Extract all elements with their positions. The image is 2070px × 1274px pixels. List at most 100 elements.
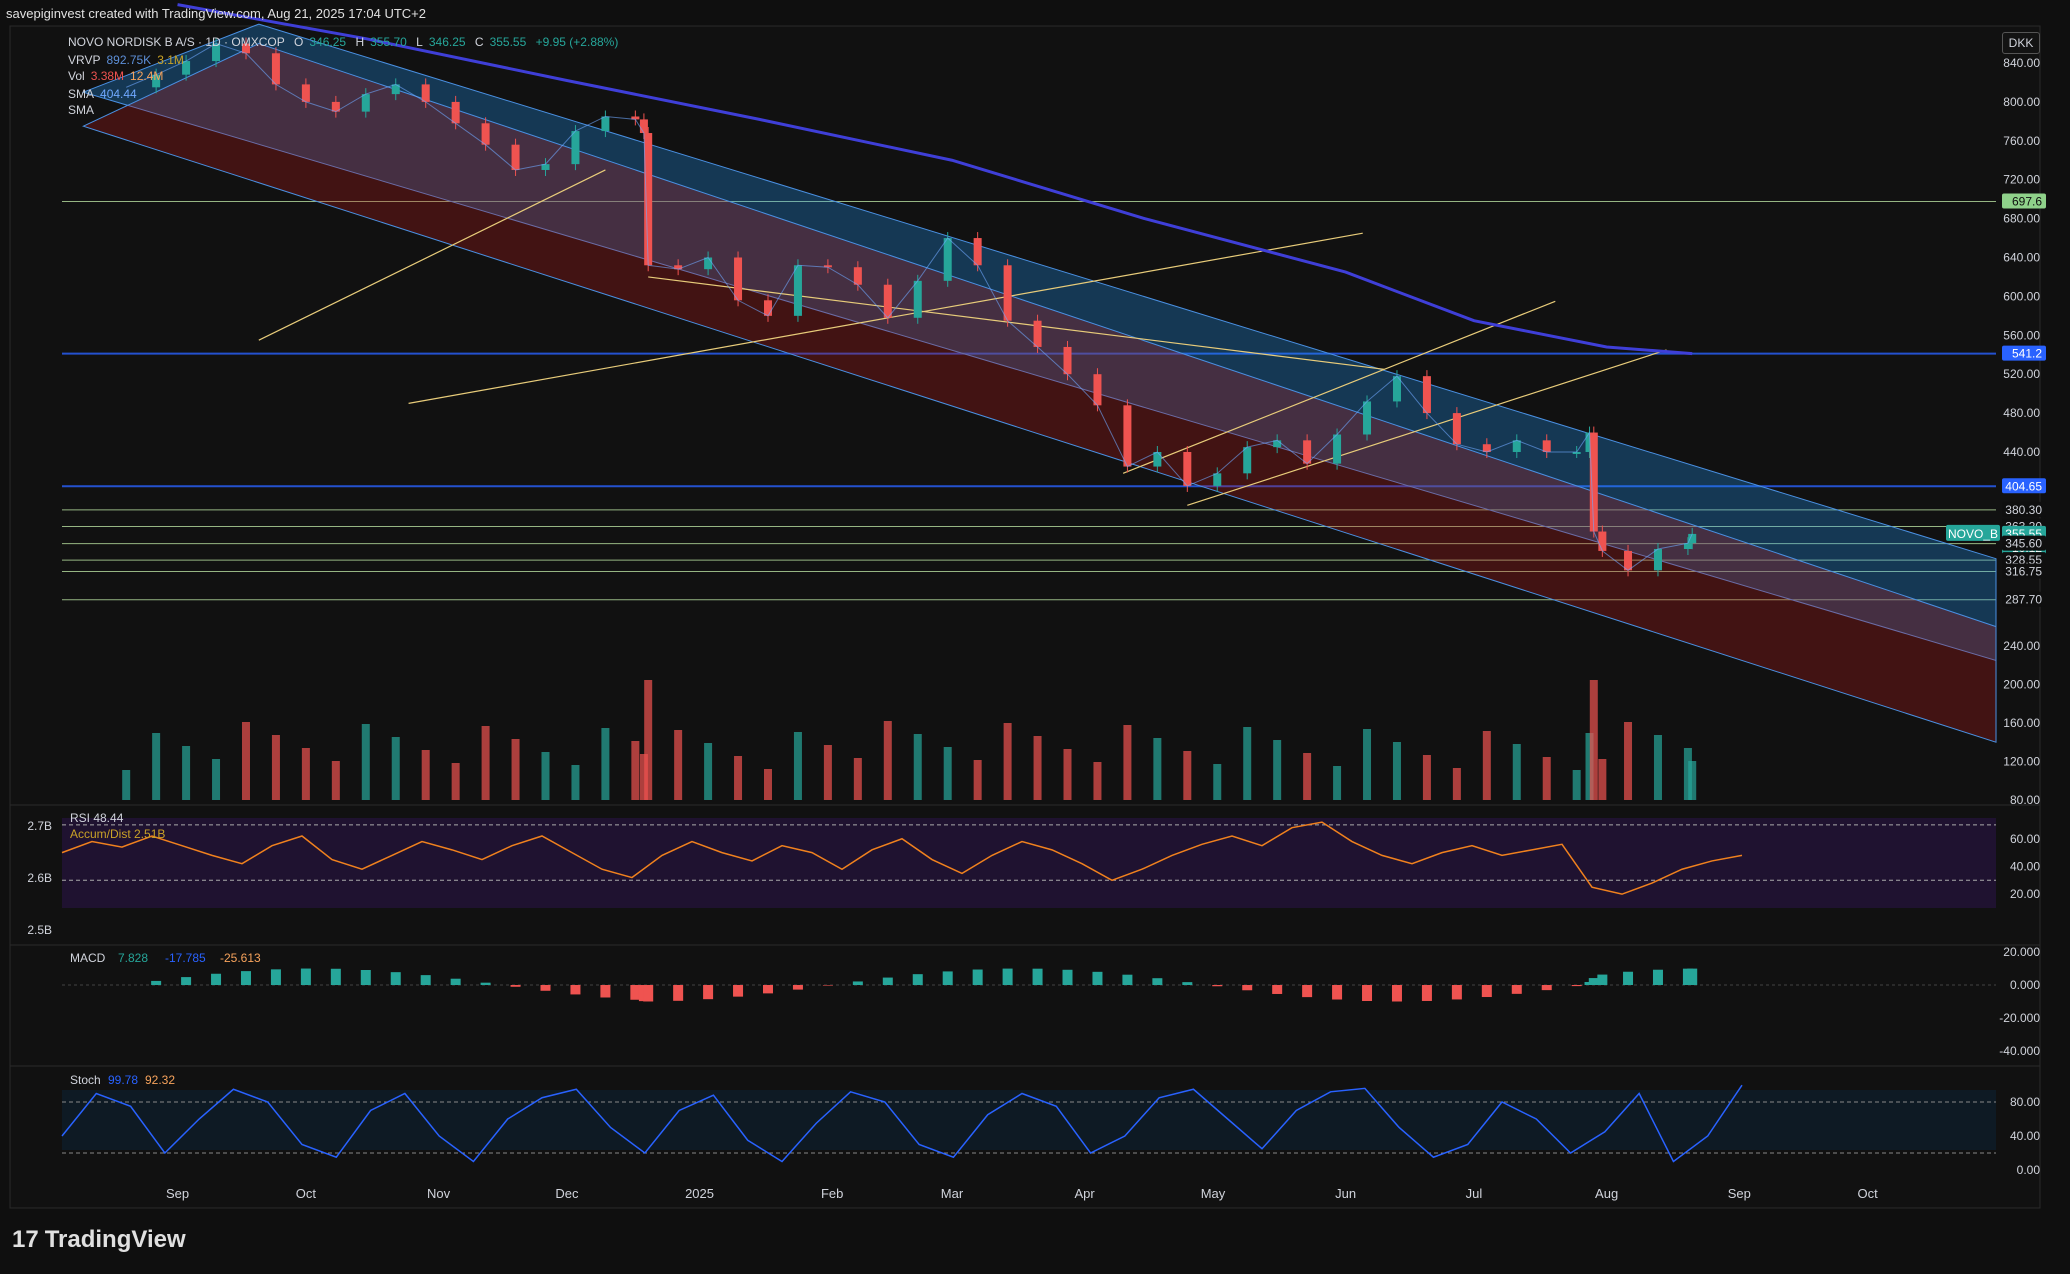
candle xyxy=(674,265,683,270)
macd-value: 7.828 xyxy=(118,951,148,965)
volume-bar xyxy=(674,730,683,800)
sma1-label: SMA xyxy=(68,87,95,101)
candle xyxy=(571,131,580,165)
volume-bar xyxy=(913,734,922,800)
price-level-label: 380.30 xyxy=(2005,503,2042,517)
chart-border xyxy=(9,25,2041,1209)
volume-bar xyxy=(793,732,802,800)
accum-dist-legend: Accum/Dist 2.51B xyxy=(70,827,165,841)
price-tick-label: 440.00 xyxy=(2003,445,2040,459)
price-level-badge xyxy=(2002,591,2046,607)
histogram-value: -25.613 xyxy=(220,951,261,965)
volume-bar xyxy=(1683,748,1692,800)
rsi-legend: RSI 48.44 xyxy=(70,811,124,825)
x-tick-label: Apr xyxy=(1075,1186,1096,1201)
price-level-badge xyxy=(2002,501,2046,517)
candle xyxy=(853,267,862,285)
volume-bar xyxy=(271,735,280,800)
macd-legend: MACD xyxy=(70,951,106,965)
candle xyxy=(301,84,310,102)
price-tick-label: 480.00 xyxy=(2003,406,2040,420)
macd-histogram-bar xyxy=(1332,985,1343,1000)
macd-histogram-bar xyxy=(1511,985,1522,994)
macd-histogram-bar xyxy=(390,972,401,985)
candle xyxy=(644,133,653,266)
volume-bar xyxy=(1303,753,1312,800)
rsi-background xyxy=(62,818,1996,908)
volume-bar xyxy=(451,763,460,800)
price-tick-label: 760.00 xyxy=(2003,134,2040,148)
candle xyxy=(1683,543,1692,549)
candle xyxy=(1003,265,1012,321)
tradingview-logo-icon: 17 xyxy=(12,1226,39,1253)
candle xyxy=(241,43,250,54)
trend-line xyxy=(648,276,1385,370)
macd-histogram-bar xyxy=(942,971,953,985)
candle xyxy=(631,116,640,120)
macd-histogram-bar xyxy=(1391,985,1402,1002)
x-tick-label: May xyxy=(1201,1186,1226,1201)
volume-bar xyxy=(973,760,982,800)
macd-histogram-bar xyxy=(151,980,162,985)
x-tick-label: Sep xyxy=(1728,1186,1751,1201)
volume-bar xyxy=(1482,731,1491,800)
close-label: C xyxy=(474,35,484,49)
macd-histogram-bar xyxy=(1481,985,1492,998)
x-tick-label: Jul xyxy=(1466,1186,1483,1201)
x-tick-label: Aug xyxy=(1595,1186,1618,1201)
volume-bar xyxy=(1333,766,1342,800)
currency-button[interactable]: DKK xyxy=(2002,32,2040,54)
candle xyxy=(1482,444,1491,452)
volume-bar xyxy=(331,761,340,800)
volume-bar xyxy=(1542,757,1551,800)
macd-histogram-bar xyxy=(1062,969,1073,985)
signal-value: -17.785 xyxy=(165,951,206,965)
macd-histogram-bar xyxy=(1032,968,1043,985)
macd-histogram-bar xyxy=(630,985,641,1000)
vrvp-b: 3.1M xyxy=(157,53,184,67)
sma2-label: SMA xyxy=(68,103,95,117)
volume-bar xyxy=(734,756,743,800)
volume-bar xyxy=(763,769,772,800)
candle xyxy=(271,53,280,85)
price-tick-label: 720.00 xyxy=(2003,173,2040,187)
volume-bar xyxy=(152,733,161,800)
rsi-tick-label: 60.00 xyxy=(2010,832,2040,846)
volume-bar xyxy=(1033,736,1042,800)
trend-line xyxy=(1122,300,1556,474)
candle xyxy=(1589,432,1598,532)
candle xyxy=(639,119,648,134)
macd-histogram-bar xyxy=(1272,985,1283,994)
volume-bar xyxy=(1452,768,1461,800)
candle xyxy=(883,284,892,318)
macd-histogram-bar xyxy=(570,985,581,995)
low-label: L xyxy=(416,35,423,49)
volume-bar xyxy=(601,728,610,800)
volume-bar xyxy=(511,739,520,800)
close-value: 355.55 xyxy=(489,35,527,49)
tradingview-brand: 17 TradingView xyxy=(12,1226,186,1254)
volume-bar xyxy=(1063,749,1072,800)
price-tick-label: 240.00 xyxy=(2003,639,2040,653)
volume-bar xyxy=(361,724,370,800)
macd-histogram-bar xyxy=(1242,985,1253,991)
candle xyxy=(1093,374,1102,406)
candle xyxy=(1183,452,1192,486)
macd-histogram-bar xyxy=(1571,985,1582,987)
candle xyxy=(182,61,191,75)
stoch-tick-label: 0.00 xyxy=(2017,1163,2041,1177)
accum-dist-tick: 2.7B xyxy=(27,819,52,833)
macd-tick-label: -40.000 xyxy=(1999,1044,2040,1058)
candle xyxy=(1153,452,1162,467)
volume-bar xyxy=(1003,723,1012,800)
candle xyxy=(793,265,802,316)
candle xyxy=(1123,405,1132,467)
x-tick-label: 2025 xyxy=(685,1186,714,1201)
volume-bar xyxy=(1688,761,1697,800)
candle xyxy=(451,101,460,124)
volume-bar xyxy=(853,758,862,800)
x-tick-label: Jun xyxy=(1335,1186,1356,1201)
candle xyxy=(704,257,713,270)
brand-name: TradingView xyxy=(44,1226,186,1253)
